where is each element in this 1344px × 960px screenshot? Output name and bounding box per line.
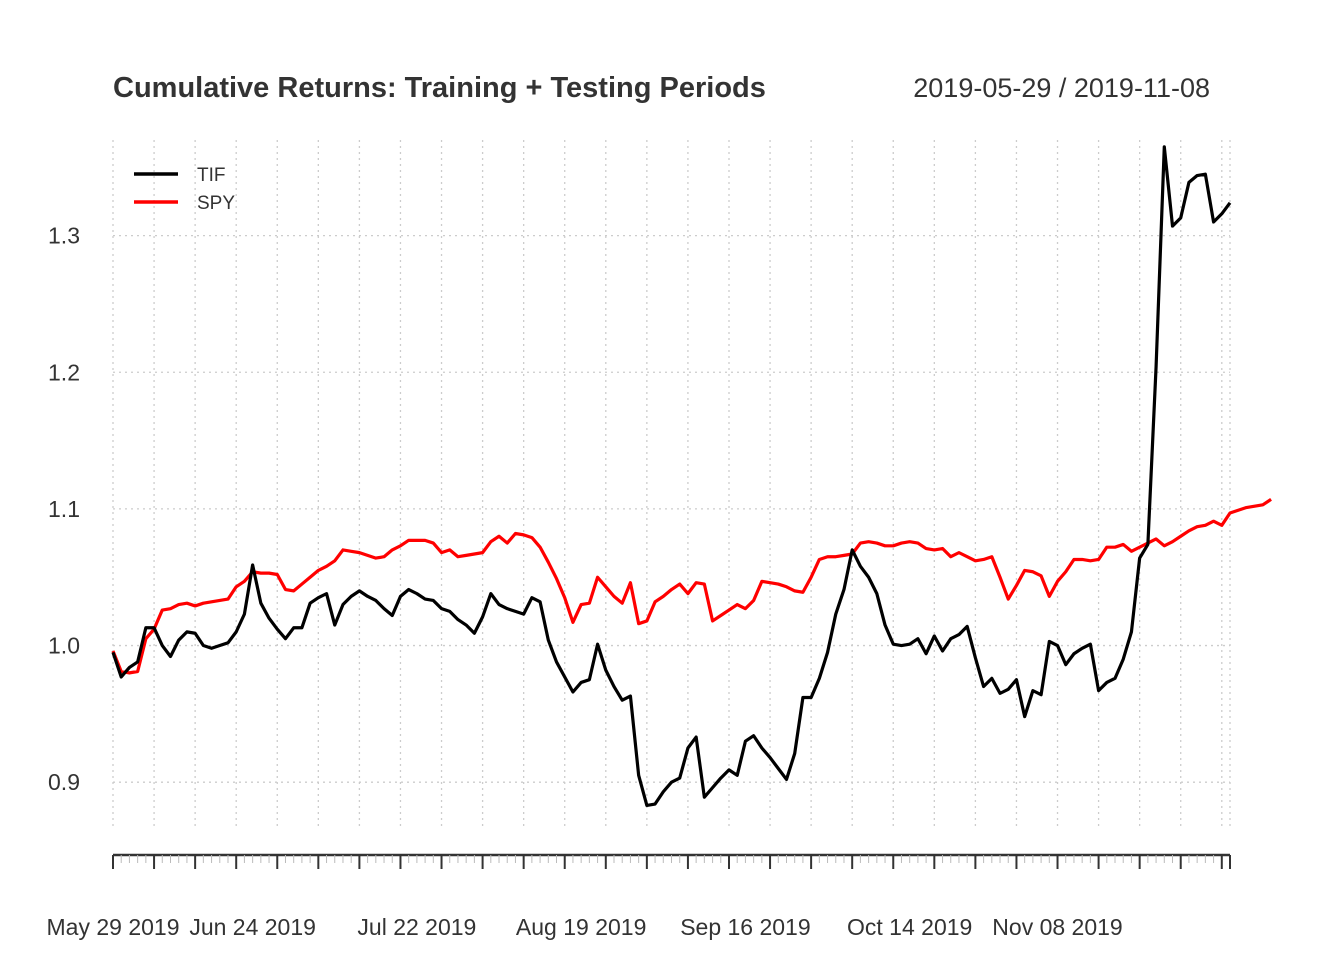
series-lines <box>111 145 1272 808</box>
x-tick-label: Oct 14 2019 <box>847 914 972 940</box>
y-tick-label: 1.0 <box>48 633 80 659</box>
legend-label-spy: SPY <box>197 193 235 214</box>
x-tick-label: Nov 08 2019 <box>992 914 1122 940</box>
y-axis: 0.9 1.0 1.1 1.2 1.3 <box>48 223 80 796</box>
legend: TIF SPY <box>134 165 235 214</box>
x-tick-label: Aug 19 2019 <box>516 914 646 940</box>
x-axis: May 29 2019 Jun 24 2019 Jul 22 2019 Aug 19 … <box>47 853 1231 940</box>
y-tick-label: 1.3 <box>48 223 80 249</box>
x-tick-label: Sep 16 2019 <box>680 914 810 940</box>
chart-title: Cumulative Returns: Training + Testing P… <box>113 72 766 104</box>
grid <box>112 140 1231 830</box>
y-tick-label: 1.2 <box>48 359 80 385</box>
y-tick-label: 1.1 <box>48 496 80 522</box>
x-tick-label: Jul 22 2019 <box>357 914 476 940</box>
x-tick-label: May 29 2019 <box>47 914 180 940</box>
series-line-tif <box>111 145 1232 808</box>
legend-label-tif: TIF <box>197 165 226 186</box>
y-tick-label: 0.9 <box>48 769 80 795</box>
date-range-label: 2019-05-29 / 2019-11-08 <box>913 73 1210 103</box>
x-tick-label: Jun 24 2019 <box>189 914 316 940</box>
series-line-spy <box>111 498 1272 675</box>
